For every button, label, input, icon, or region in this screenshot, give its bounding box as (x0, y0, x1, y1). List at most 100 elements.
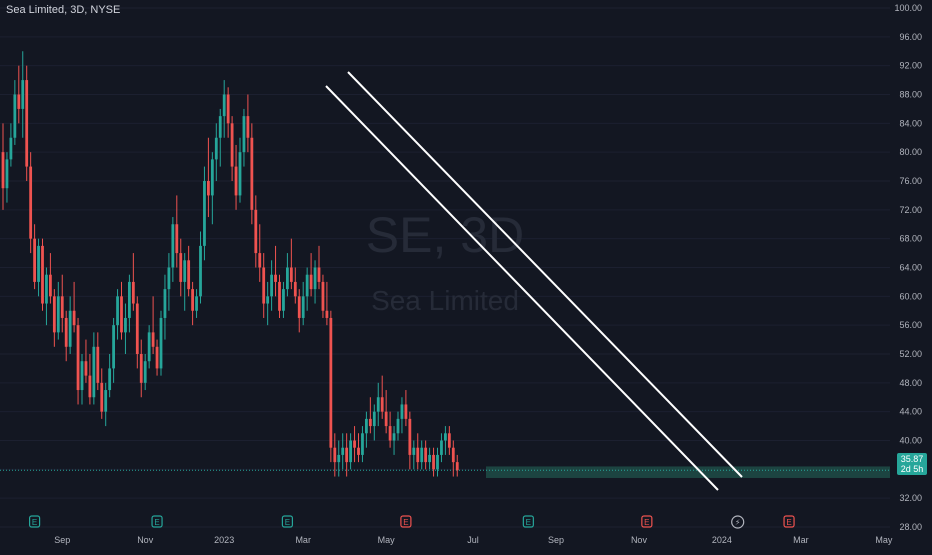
support-zone (486, 466, 890, 478)
candle-body (325, 310, 329, 318)
earnings-event-icon (641, 515, 653, 528)
earnings-event-icon (151, 515, 163, 528)
candle-body (250, 137, 254, 210)
candle-body (258, 253, 262, 268)
trendlines[interactable] (325, 71, 743, 491)
candle-body (60, 296, 64, 318)
candle-body (171, 224, 175, 268)
earnings-event-letter: E (786, 518, 791, 527)
candle-body (365, 418, 368, 434)
y-tick-label: 48.00 (899, 378, 922, 388)
candle-body (72, 310, 76, 326)
candle-body (416, 447, 420, 463)
watermark-ticker: SE, 3D (366, 207, 524, 263)
x-tick-label: Sep (548, 535, 564, 545)
split-event-glyph: ⚡ (735, 518, 741, 527)
candle-body (163, 289, 167, 318)
candle-body (424, 447, 428, 463)
candle-body (155, 346, 159, 369)
candle-body (5, 159, 9, 189)
candle-body (301, 296, 305, 318)
candle-body (124, 317, 127, 333)
earnings-event-icon (783, 515, 795, 528)
candle-body (41, 245, 44, 304)
x-tick-label: Sep (54, 535, 70, 545)
candle-body (353, 440, 356, 448)
candle-body (214, 137, 218, 160)
candle-body (92, 346, 96, 398)
earnings-event-letter: E (154, 518, 159, 527)
candle-body (396, 418, 400, 434)
y-tick-label: 84.00 (899, 118, 922, 128)
candle-body (120, 296, 123, 333)
price-axis[interactable]: 100.00 96.00 92.00 88.00 84.00 80.00 76.00 72.0… (894, 3, 922, 532)
x-tick-label: 2024 (712, 535, 732, 545)
candle-body (388, 426, 392, 441)
y-tick-label: 72.00 (899, 205, 922, 215)
trendline-upper[interactable] (347, 71, 743, 478)
candle-body (226, 94, 230, 124)
candle-body (52, 296, 56, 333)
candle-body (183, 260, 187, 282)
candle-body (297, 296, 301, 318)
earnings-event-letter: E (644, 518, 649, 527)
grid-lines (0, 7, 890, 528)
candle-body (131, 281, 135, 304)
candle-body (361, 433, 364, 455)
candle-body (380, 397, 384, 412)
time-axis[interactable]: Sep Nov 2023 Mar May Jul Sep Nov 2024 Mar May (54, 535, 893, 545)
candle-body (222, 94, 226, 117)
x-tick-label: Mar (295, 535, 311, 545)
candle-body (420, 447, 424, 463)
candle-body (33, 238, 36, 282)
candle-body (317, 267, 321, 282)
y-tick-label: 92.00 (899, 61, 922, 71)
last-price-label: 35.87 2d 5h (897, 453, 927, 475)
candle-body (333, 447, 337, 463)
candle-body (321, 281, 325, 311)
trendline-lower[interactable] (325, 85, 719, 491)
candle-body (329, 317, 333, 448)
candle-body (349, 440, 352, 463)
candle-body (116, 296, 119, 326)
candle-body (25, 80, 29, 167)
candle-body (337, 454, 341, 463)
candle-body (179, 253, 183, 282)
candle-body (289, 267, 293, 282)
candle-body (159, 317, 163, 369)
last-price-value: 35.87 (901, 454, 924, 464)
symbol-watermark: SE, 3D Sea Limited (366, 207, 524, 316)
candle-body (45, 274, 48, 304)
candle-body (135, 303, 139, 354)
x-tick-label: 2023 (214, 535, 234, 545)
candles (1, 51, 459, 477)
candle-body (428, 454, 431, 463)
candle-body (313, 267, 317, 290)
candle-body (262, 267, 266, 304)
x-tick-label: Nov (137, 535, 154, 545)
candle-body (128, 281, 131, 318)
candle-body (408, 418, 412, 455)
candle-body (191, 289, 194, 311)
candle-body (412, 447, 416, 455)
x-tick-label: Nov (631, 535, 648, 545)
candle-body (147, 332, 151, 362)
candle-body (238, 152, 242, 196)
candle-body (13, 94, 17, 138)
candle-body (88, 375, 92, 398)
y-tick-label: 56.00 (899, 320, 922, 330)
candle-body (242, 116, 246, 153)
earnings-event-letter: E (403, 518, 408, 527)
candle-body (17, 94, 21, 109)
y-tick-label: 100.00 (894, 3, 922, 13)
candle-body (341, 447, 345, 455)
candle-body (376, 397, 380, 412)
candle-body (440, 440, 443, 455)
y-tick-label: 88.00 (899, 90, 922, 100)
candle-body (246, 116, 250, 138)
y-tick-label: 52.00 (899, 349, 922, 359)
candle-body (195, 296, 198, 311)
y-tick-label: 64.00 (899, 263, 922, 273)
